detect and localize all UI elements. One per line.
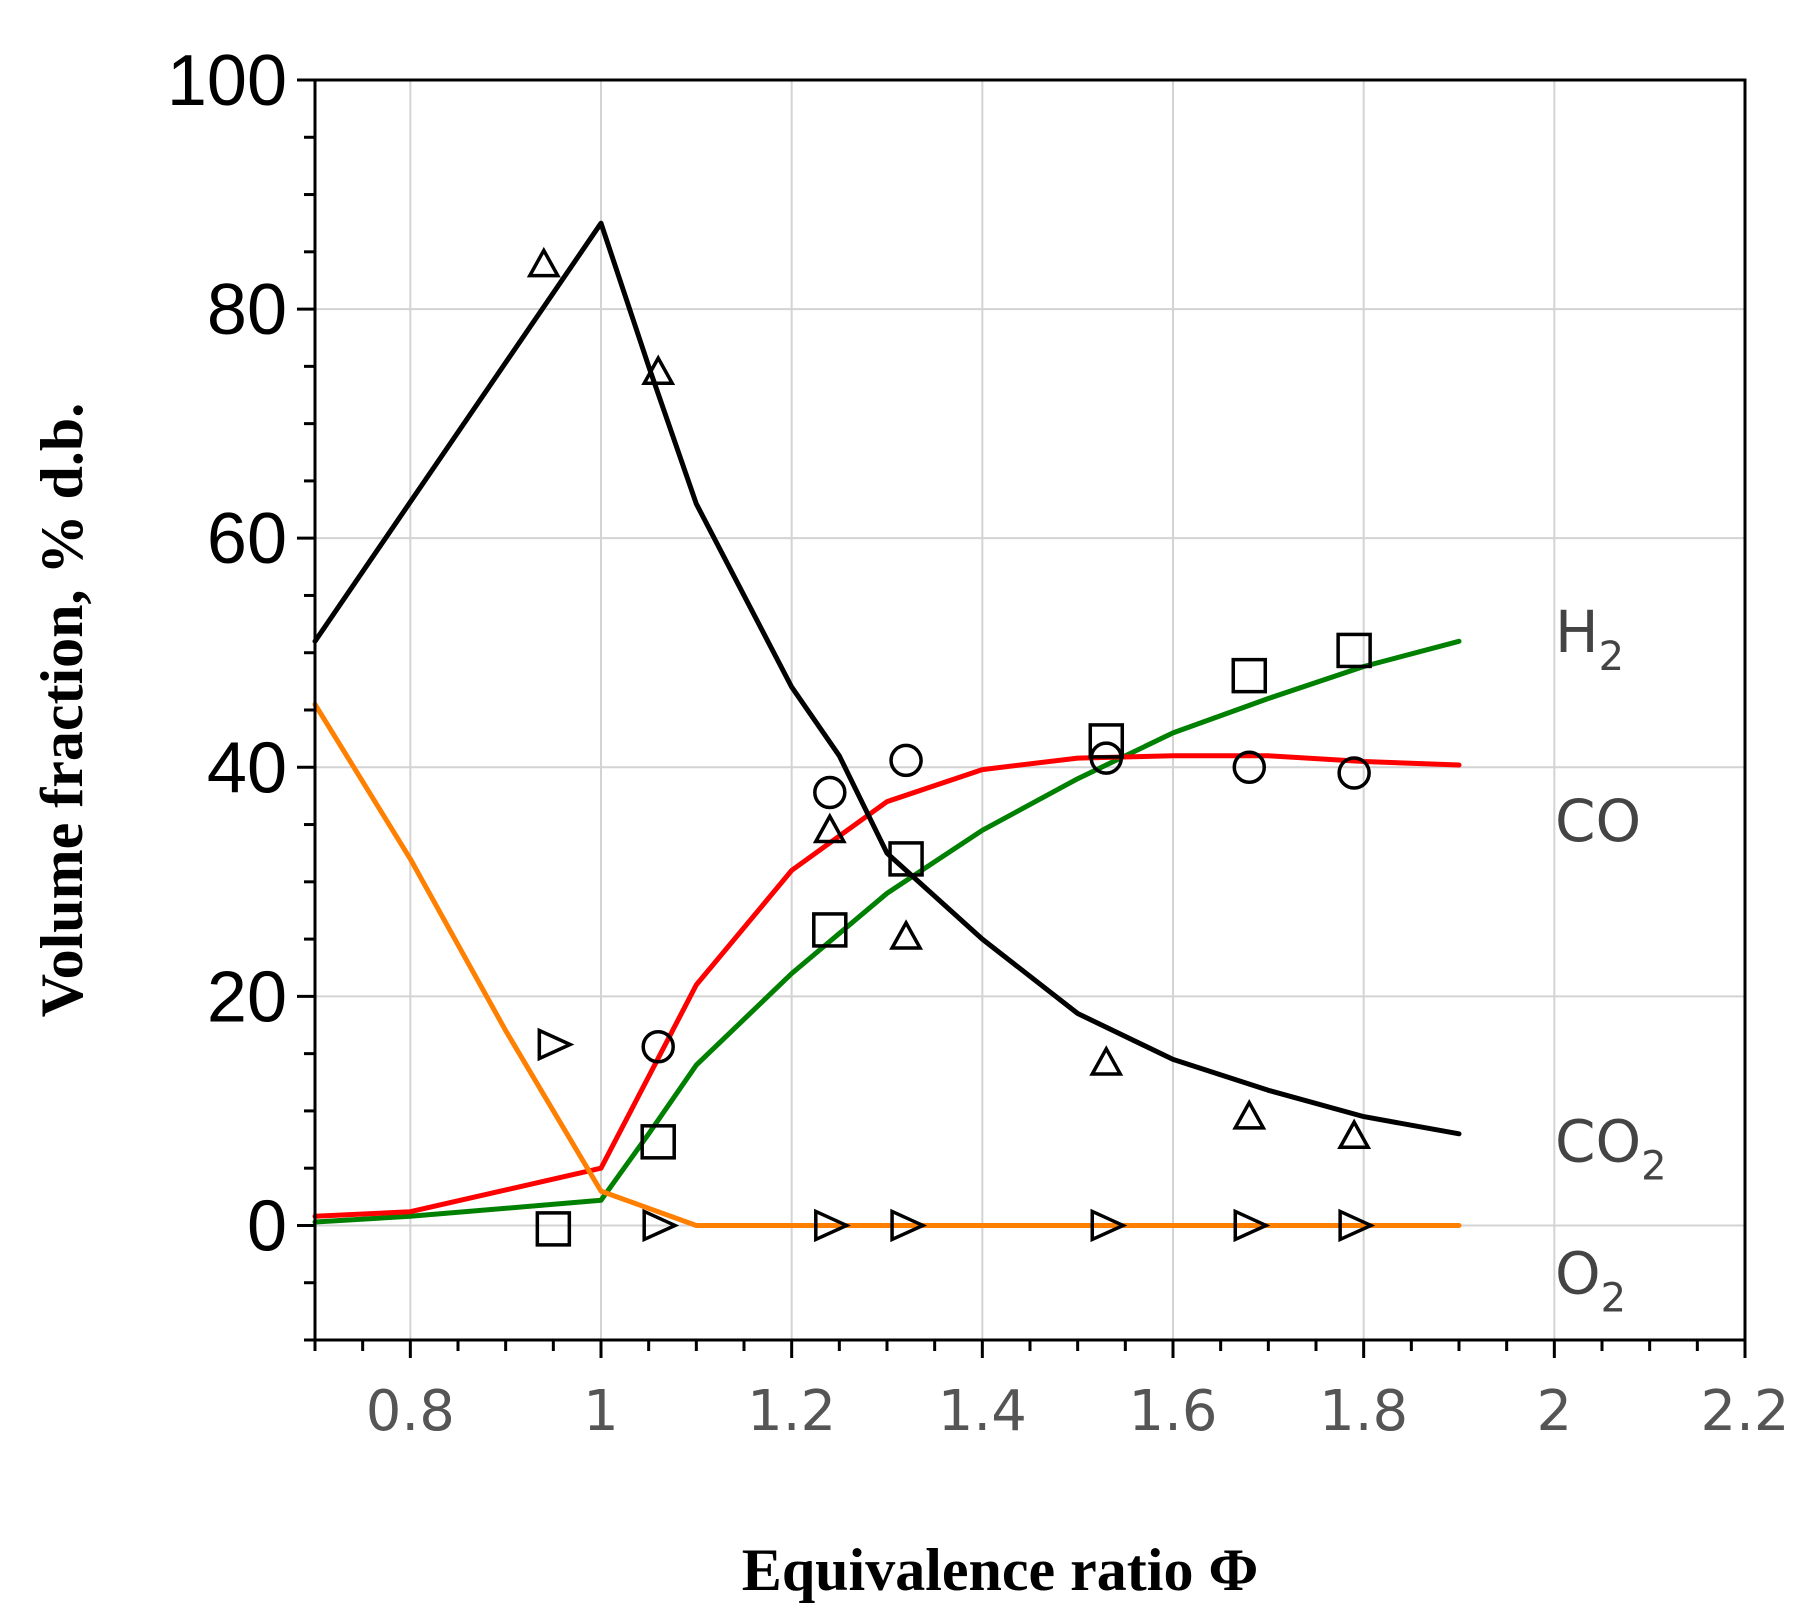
x-tick-label: 1.8: [1319, 1379, 1408, 1444]
data-point-co2: [812, 812, 847, 844]
y-tick-label: 100: [167, 41, 287, 121]
axis-ticks: [297, 78, 1747, 1358]
data-point-o2: [642, 1208, 680, 1243]
data-point-h2: [812, 912, 848, 948]
data-point-co: [813, 775, 847, 810]
data-point-co: [641, 1030, 675, 1064]
plot-frame: [313, 78, 1747, 1342]
series-label-co2: CO2: [1555, 1108, 1667, 1190]
data-point-o2: [814, 1208, 851, 1243]
series-lines: [312, 220, 1462, 1228]
series-line-co2: [312, 220, 1462, 1137]
y-tick-label: 0: [247, 1186, 287, 1266]
data-point-co2: [1232, 1099, 1267, 1130]
x-tick-label: 1.6: [1128, 1379, 1217, 1444]
plot-border: [313, 78, 1747, 1342]
data-point-o2: [1338, 1208, 1376, 1243]
x-tick-label: 2: [1537, 1379, 1573, 1444]
data-point-o2: [1090, 1208, 1128, 1243]
x-tick-label: 2.2: [1700, 1379, 1789, 1444]
x-tick-label: 1.4: [938, 1379, 1027, 1444]
data-point-h2: [1231, 657, 1268, 694]
y-tick-label: 20: [207, 957, 287, 1037]
x-tick-label: 0.8: [366, 1379, 455, 1444]
data-point-co: [1232, 750, 1267, 785]
data-point-h2: [535, 1211, 572, 1247]
series-label-h2: H2: [1555, 598, 1624, 680]
data-point-h2: [640, 1124, 676, 1160]
data-point-h2: [888, 841, 924, 877]
data-markers: [526, 246, 1376, 1247]
data-point-o2: [1233, 1208, 1271, 1243]
tick-labels: 0.8 1 1.2 1.4 1.6 1.8 2 2.2 0 20 40 60 80 100: [167, 41, 1790, 1444]
y-axis-title: Volume fraction, % d.b.: [29, 403, 95, 1017]
data-point-o2: [890, 1208, 928, 1243]
series-labels: H2 CO CO2 O2: [1555, 598, 1667, 1321]
data-point-co: [1089, 741, 1124, 775]
y-tick-label: 60: [207, 499, 287, 579]
data-point-co2: [889, 919, 924, 950]
data-point-o2: [537, 1027, 575, 1062]
series-line-o2: [312, 701, 1462, 1228]
data-point-co2: [1337, 1118, 1372, 1150]
data-point-co2: [641, 354, 676, 386]
series-line-h2: [312, 638, 1462, 1225]
series-line-co: [312, 753, 1462, 1219]
x-tick-label: 1: [583, 1379, 619, 1444]
data-point-co: [889, 743, 923, 778]
grid-lines: [315, 79, 1746, 1340]
y-tick-label: 80: [207, 270, 287, 350]
y-tick-label: 40: [207, 728, 287, 808]
data-point-co2: [1089, 1045, 1124, 1076]
series-label-o2: O2: [1555, 1239, 1626, 1321]
x-axis-title: Equivalence ratio Φ: [742, 1537, 1258, 1603]
data-point-h2: [1336, 632, 1372, 669]
x-tick-label: 1.2: [747, 1379, 836, 1444]
series-label-co: CO: [1555, 787, 1641, 855]
data-point-co: [1337, 756, 1371, 790]
data-point-co2: [526, 246, 561, 278]
data-point-h2: [1088, 723, 1125, 759]
